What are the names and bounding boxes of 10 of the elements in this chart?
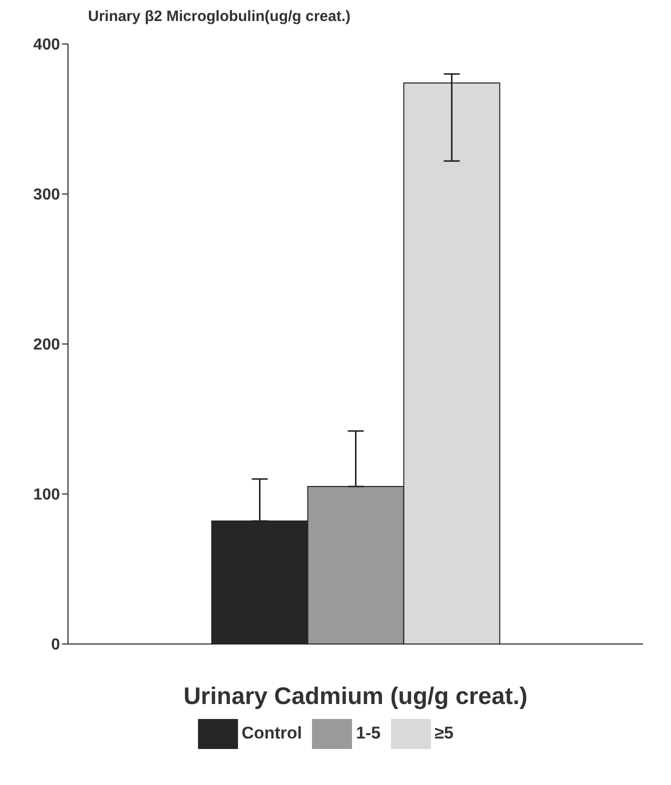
y-tick-label: 0 xyxy=(51,636,60,654)
y-tick-label: 300 xyxy=(33,186,60,204)
x-axis-title: Urinary Cadmium (ug/g creat.) xyxy=(183,683,528,710)
legend-label: ≥5 xyxy=(434,723,454,742)
legend-label: Control xyxy=(242,723,302,742)
y-axis-title: Urinary β2 Microglobulin(ug/g creat.) xyxy=(87,8,352,27)
y-tick-label: 400 xyxy=(33,36,60,54)
legend-label: 1-5 xyxy=(356,723,381,742)
y-tick-label: 200 xyxy=(33,336,60,354)
y-tick-label: 100 xyxy=(33,486,60,504)
